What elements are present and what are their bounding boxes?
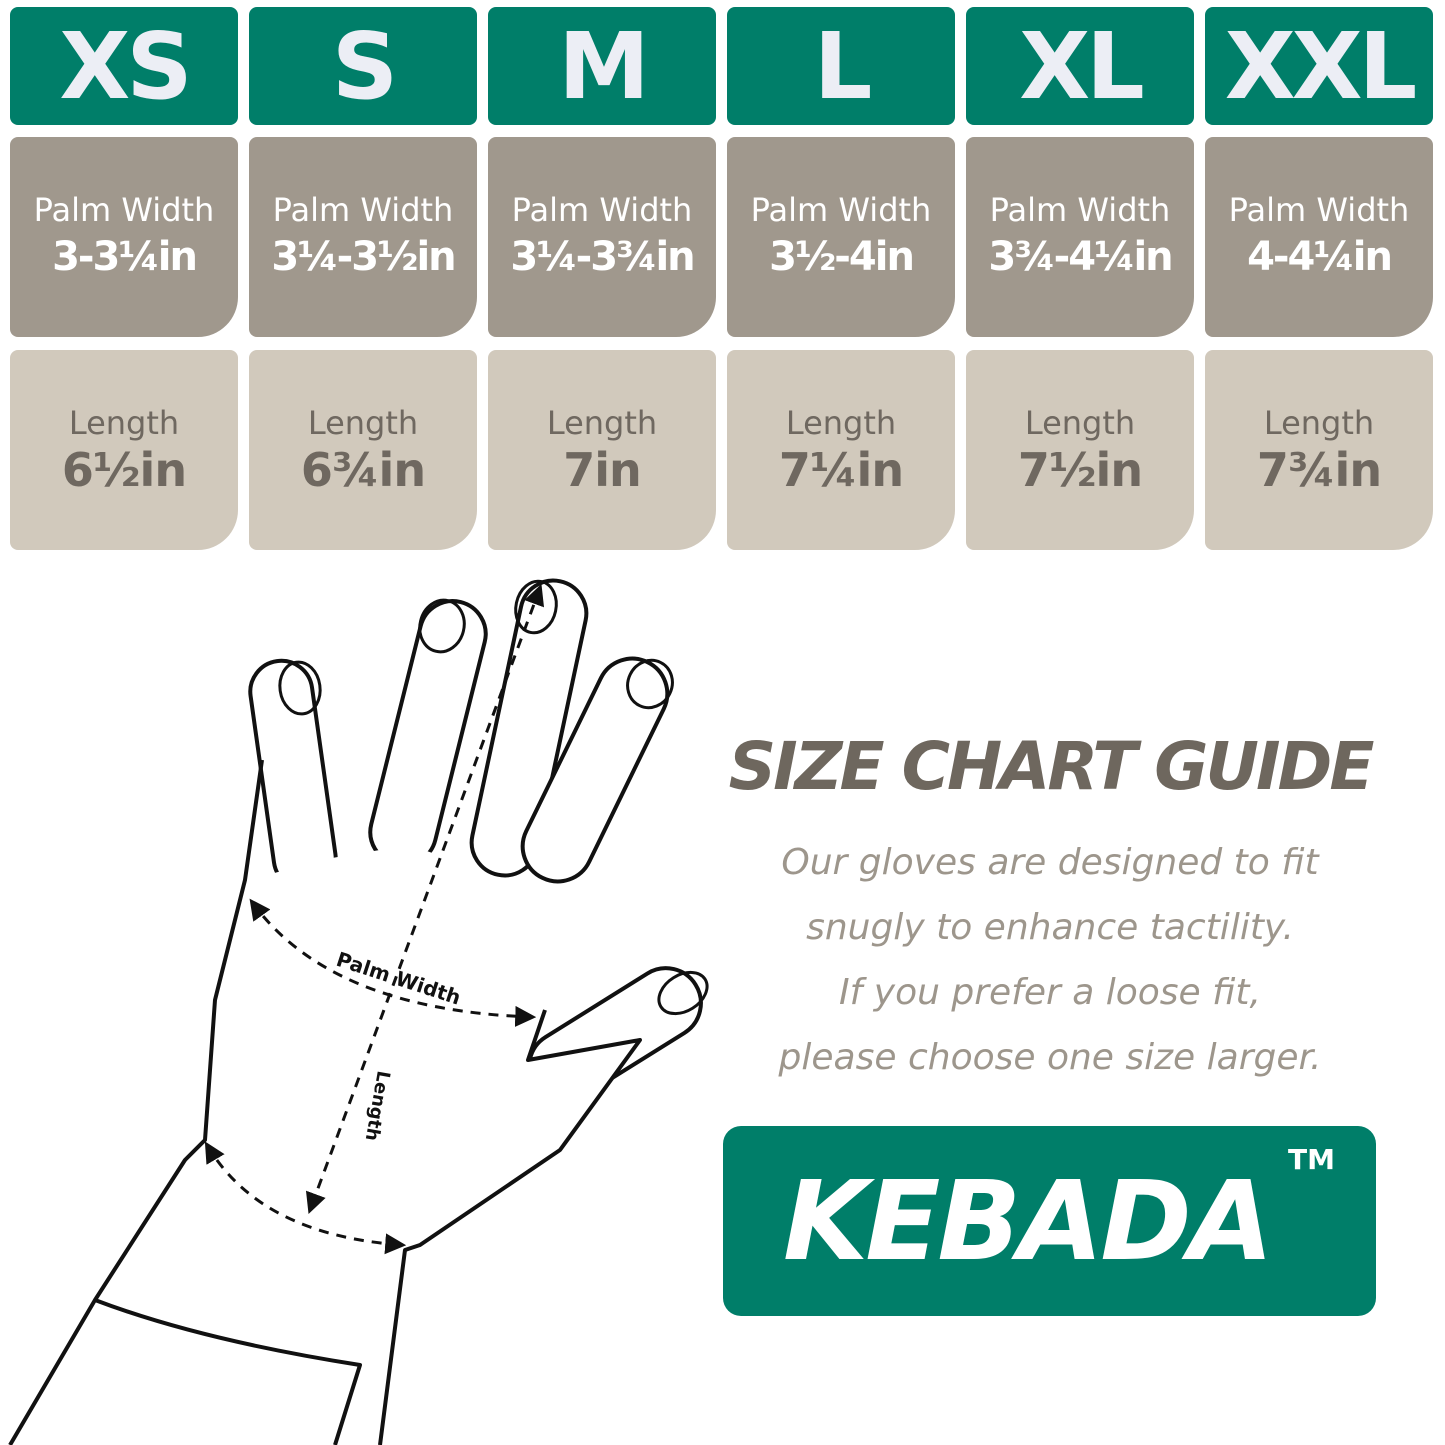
palm-width-label: Palm Width (511, 191, 693, 229)
palm-width-cell: Palm Width 3¼-3½in (249, 137, 477, 337)
size-chart-table: XS S M L XL XXL Palm Width 3-3¼in Palm Width 3¼-3… (10, 7, 1433, 550)
length-value: 7in (563, 443, 642, 497)
guide-line: snugly to enhance tactility. (806, 907, 1294, 948)
palm-width-value: 3¼-3¾in (510, 234, 695, 280)
palm-width-label: Palm Width (33, 191, 215, 229)
length-value: 6¾in (300, 443, 426, 497)
palm-width-label: Palm Width (989, 191, 1171, 229)
palm-width-label: Palm Width (750, 191, 932, 229)
length-cell: Length 7¾in (1205, 350, 1433, 550)
hand-measurement-diagram: Palm Width Length (0, 578, 709, 1445)
length-value: 7¾in (1256, 443, 1382, 497)
length-cell: Length 6½in (10, 350, 238, 550)
guide-line: please choose one size larger. (778, 1037, 1322, 1078)
guide-line: Our gloves are designed to fit (781, 842, 1319, 883)
palm-width-value: 3-3¼in (52, 234, 198, 280)
length-value: 7¼in (778, 443, 904, 497)
size-header-xs: XS (10, 7, 238, 125)
size-header-xl: XL (966, 7, 1194, 125)
brand-logo: KEBADA TM (723, 1126, 1376, 1316)
size-header-m: M (488, 7, 716, 125)
palm-width-cell: Palm Width 4-4¼in (1205, 137, 1433, 337)
palm-width-value: 3½-4in (769, 234, 915, 280)
size-header-xxl: XXL (1205, 7, 1433, 125)
length-label: Length (307, 404, 419, 442)
length-label: Length (546, 404, 658, 442)
length-label: Length (785, 404, 897, 442)
length-cell: Length 7in (488, 350, 716, 550)
guide-line: If you prefer a loose fit, (839, 972, 1261, 1013)
palm-width-value: 3¼-3½in (271, 234, 456, 280)
palm (0, 845, 640, 1445)
palm-width-cell: Palm Width 3-3¼in (10, 137, 238, 337)
brand-name: KEBADA (783, 1157, 1274, 1285)
guide-description: Our gloves are designed to fit snugly to… (720, 830, 1380, 1090)
length-value: 6½in (61, 443, 187, 497)
palm-width-value: 4-4¼in (1247, 234, 1393, 280)
length-cell: Length 6¾in (249, 350, 477, 550)
palm-width-cell: Palm Width 3¾-4¼in (966, 137, 1194, 337)
guide-title: SIZE CHART GUIDE (728, 728, 1375, 805)
length-value: 7½in (1017, 443, 1143, 497)
length-label: Length (1024, 404, 1136, 442)
palm-width-cell: Palm Width 3¼-3¾in (488, 137, 716, 337)
length-label: Length (68, 404, 180, 442)
trademark-symbol: TM (1288, 1143, 1335, 1176)
palm-width-label: Palm Width (272, 191, 454, 229)
length-cell: Length 7¼in (727, 350, 955, 550)
length-label: Length (1263, 404, 1375, 442)
size-header-s: S (249, 7, 477, 125)
length-cell: Length 7½in (966, 350, 1194, 550)
palm-width-value: 3¾-4¼in (988, 234, 1173, 280)
palm-width-label: Palm Width (1228, 191, 1410, 229)
size-header-l: L (727, 7, 955, 125)
palm-width-cell: Palm Width 3½-4in (727, 137, 955, 337)
wrist-arrow (204, 1141, 407, 1255)
